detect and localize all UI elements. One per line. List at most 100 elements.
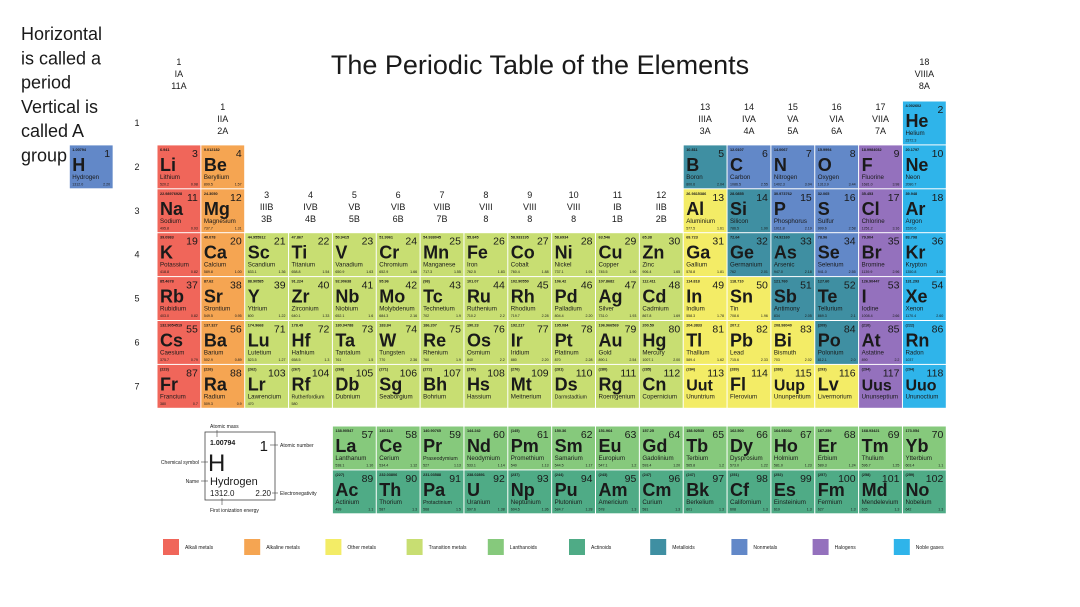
atomic-mass: 150.36	[555, 429, 567, 433]
note-line: called A	[21, 121, 84, 141]
atomic-mass: (280)	[599, 367, 609, 371]
atomic-mass: 58.933195	[511, 236, 529, 240]
element-name: Calcium	[204, 262, 226, 269]
cell-bg	[420, 321, 464, 364]
atomic-number: 10	[932, 148, 944, 160]
cell-bg	[332, 470, 376, 514]
atomic-mass: (262)	[248, 367, 258, 371]
ionization-energy: 418.8	[160, 270, 169, 274]
ionization-energy: 403.0	[160, 314, 169, 318]
element-symbol: Bi	[774, 331, 792, 351]
cell-bg	[376, 470, 420, 514]
element-name: Nickel	[555, 262, 572, 269]
atomic-mass: 138.90547	[335, 429, 353, 433]
element-symbol: Rh	[511, 287, 535, 307]
ionization-energy: 540	[511, 464, 517, 468]
group-label: IIIB	[260, 202, 274, 212]
atomic-number: 114	[751, 367, 768, 379]
element-symbol: Ac	[335, 480, 358, 500]
electronegativity: 1.55	[454, 270, 461, 274]
atomic-mass: (288)	[774, 367, 784, 371]
element-symbol: Ne	[905, 155, 928, 175]
element-name: Roentgenium	[599, 393, 636, 400]
legend-label: Alkali metals	[185, 545, 214, 551]
group-label: IB	[613, 202, 622, 212]
ionization-energy: 947.0	[774, 270, 783, 274]
cell-bg	[596, 426, 639, 470]
atomic-number: 117	[883, 367, 900, 379]
element-symbol: Nb	[335, 287, 359, 307]
atomic-mass: 140.116	[379, 429, 393, 433]
element-name: Nitrogen	[774, 174, 798, 181]
ionization-energy: 589.4	[686, 358, 695, 362]
atomic-number: 23	[362, 236, 374, 248]
ionization-energy: 1139.9	[862, 270, 873, 274]
element-name: Dubnium	[335, 393, 360, 400]
element-name: Aluminium	[686, 218, 715, 225]
atomic-mass: (222)	[905, 324, 915, 328]
ionization-energy: 800.6	[686, 182, 695, 186]
cell-bg	[508, 364, 552, 408]
group-label: VIII	[523, 202, 537, 212]
element-name: Lithium	[160, 174, 180, 181]
atomic-mass: 208.98040	[774, 324, 792, 328]
electronegativity: 1.96	[761, 314, 768, 318]
element-symbol: Uus	[862, 377, 892, 394]
atomic-number: 96	[669, 473, 681, 485]
atomic-number: 26	[493, 236, 505, 248]
atomic-number: 85	[888, 324, 900, 336]
group-label: 6	[396, 190, 401, 200]
element-name: Iron	[467, 262, 478, 269]
element-symbol: Se	[818, 243, 840, 263]
group-label: 9	[527, 190, 532, 200]
ionization-energy: 604.5	[511, 507, 520, 511]
element-symbol: Pa	[423, 480, 446, 500]
element-symbol: Ho	[774, 436, 798, 456]
cell-bg	[683, 233, 727, 277]
element-name: Lutetium	[248, 350, 272, 357]
electronegativity: 1.10	[366, 464, 373, 468]
atomic-number: 30	[669, 236, 681, 248]
cell-bg	[859, 145, 902, 189]
atomic-mass: 87.62	[204, 280, 214, 284]
element-name: Chromium	[379, 262, 408, 269]
atomic-mass: 28.0855	[730, 192, 744, 196]
cell-bg	[245, 321, 289, 364]
cell-bg	[289, 233, 332, 277]
element-symbol: C	[730, 155, 743, 175]
electronegativity: 2.19	[805, 226, 812, 230]
atomic-mass: 180.94788	[335, 324, 353, 328]
element-name: Indium	[686, 306, 705, 313]
atomic-mass: 232.03806	[379, 473, 397, 477]
note-line: Vertical is	[21, 97, 98, 117]
cell-bg	[157, 277, 201, 320]
ionization-energy: 577.5	[686, 226, 695, 230]
group-label: 2A	[217, 126, 228, 136]
element-name: Ununoctium	[905, 393, 938, 400]
ionization-energy: 581	[642, 507, 648, 511]
element-symbol: Eu	[599, 436, 622, 456]
element-name: Flerovium	[730, 393, 757, 400]
atomic-mass: 186.207	[423, 324, 437, 328]
atomic-mass: 157.25	[642, 429, 654, 433]
cell-bg	[201, 364, 245, 408]
cell-bg	[815, 277, 859, 320]
ionization-energy: 2372.3	[905, 139, 916, 143]
element-symbol: Tm	[862, 436, 889, 456]
cell-bg	[201, 321, 245, 364]
element-name: Tungsten	[379, 350, 405, 357]
period-label: 3	[134, 206, 139, 216]
atomic-mass: 58.6934	[555, 236, 570, 240]
element-symbol: Uuo	[905, 377, 936, 394]
